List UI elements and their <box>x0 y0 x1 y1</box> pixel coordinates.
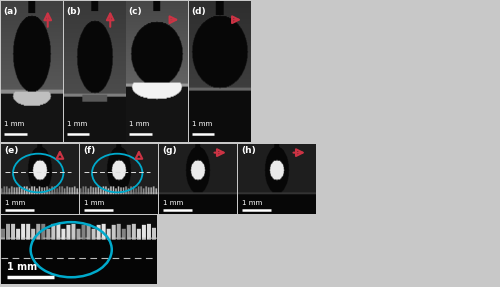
Text: (c): (c) <box>128 7 142 16</box>
Text: (a): (a) <box>4 7 18 16</box>
Text: (h): (h) <box>241 146 256 155</box>
Text: (e): (e) <box>4 146 18 155</box>
Text: 1 mm: 1 mm <box>4 121 24 127</box>
Text: (f): (f) <box>83 146 96 155</box>
Text: (d): (d) <box>191 7 206 16</box>
Text: 1 mm: 1 mm <box>84 200 104 206</box>
Text: 1 mm: 1 mm <box>7 262 38 272</box>
Text: 1 mm: 1 mm <box>129 121 150 127</box>
Text: 1 mm: 1 mm <box>192 121 212 127</box>
Text: 1 mm: 1 mm <box>66 121 87 127</box>
Text: 1 mm: 1 mm <box>242 200 262 206</box>
Text: (b): (b) <box>66 7 80 16</box>
Text: 1 mm: 1 mm <box>163 200 183 206</box>
Text: (g): (g) <box>162 146 176 155</box>
Text: 1 mm: 1 mm <box>5 200 25 206</box>
